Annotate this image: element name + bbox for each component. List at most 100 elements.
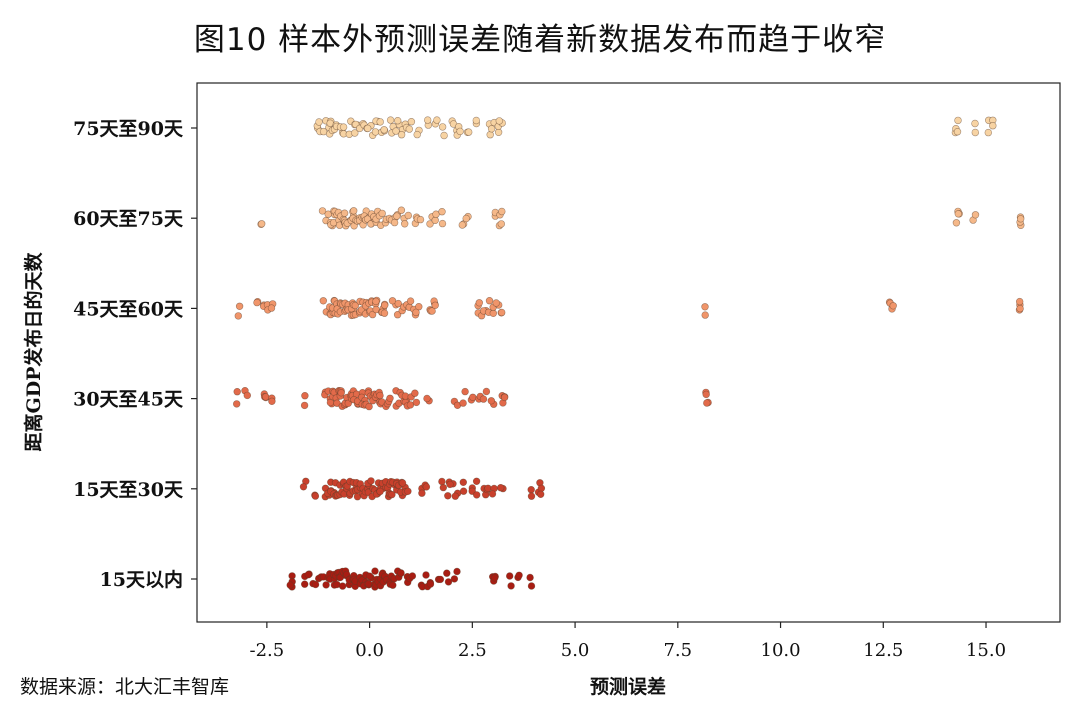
data-point (364, 124, 372, 133)
data-point (472, 477, 481, 485)
data-point (451, 492, 459, 500)
y-tick-label: 60天至75天 (73, 208, 184, 230)
data-point (438, 208, 446, 216)
data-point (413, 130, 421, 139)
data-point (381, 301, 389, 309)
x-axis-title: 预测误差 (590, 675, 666, 698)
data-point (489, 309, 497, 317)
data-point (536, 490, 545, 498)
data-point (702, 390, 710, 399)
data-point (954, 210, 962, 218)
data-point (301, 580, 309, 588)
data-point (376, 391, 384, 400)
data-point (475, 299, 483, 307)
y-tick-label: 15天以内 (100, 568, 183, 591)
data-point (492, 299, 500, 307)
data-point (422, 483, 431, 491)
data-point (469, 393, 477, 401)
data-point (527, 492, 536, 500)
data-point (428, 307, 436, 315)
y-axis-title: 距离GDP发布日的天数 (22, 252, 45, 452)
data-point (971, 128, 979, 137)
data-point (461, 387, 469, 396)
data-point (411, 389, 419, 397)
data-point (350, 207, 358, 215)
data-point (405, 125, 413, 133)
data-point (527, 582, 536, 590)
data-point (952, 219, 961, 227)
data-point (233, 388, 241, 396)
data-point (439, 483, 447, 492)
data-point (315, 118, 323, 126)
data-point (487, 397, 495, 405)
data-point (300, 401, 309, 410)
x-tick-label: 5.0 (561, 640, 590, 661)
data-point (367, 477, 375, 485)
data-point (440, 131, 448, 140)
data-point (515, 571, 523, 579)
data-point (506, 572, 514, 580)
y-tick-label: 75天至90天 (73, 118, 184, 140)
data-point (701, 311, 709, 319)
data-point (459, 487, 468, 495)
data-point (235, 302, 244, 310)
data-point (426, 220, 434, 228)
x-tick-label: -2.5 (250, 640, 285, 661)
data-point (703, 399, 711, 407)
data-point (258, 220, 266, 228)
data-point (438, 477, 446, 486)
data-point (304, 570, 312, 579)
data-point (365, 402, 373, 411)
data-point (971, 119, 979, 128)
data-point (234, 312, 243, 320)
data-point (456, 127, 464, 136)
data-point (465, 128, 473, 136)
data-point (311, 580, 320, 589)
data-point (397, 131, 406, 139)
data-point (388, 490, 396, 499)
data-point (484, 484, 492, 492)
data-point (351, 301, 359, 310)
data-point (488, 490, 497, 498)
data-point (376, 118, 384, 126)
data-point (431, 301, 439, 309)
data-point (386, 394, 394, 402)
data-point (953, 128, 962, 136)
data-point (443, 569, 451, 577)
x-axis: -2.5 0.0 2.5 5.0 7.5 10.0 12.5 15.0 (250, 622, 1006, 661)
data-point (989, 121, 997, 130)
data-point (491, 574, 499, 582)
data-point (268, 397, 276, 405)
data-point (423, 394, 431, 403)
y-tick-label: 30天至45天 (73, 389, 184, 411)
data-point (495, 117, 503, 125)
data-point (436, 575, 445, 584)
plot-frame (196, 82, 1061, 623)
data-point (406, 297, 415, 305)
data-point (233, 400, 241, 408)
data-point (426, 580, 435, 588)
data-point (984, 128, 992, 137)
x-tick-label: 7.5 (663, 640, 692, 661)
points-layer (233, 116, 1025, 591)
data-point (416, 215, 425, 224)
data-point (1016, 304, 1024, 313)
data-point (482, 387, 491, 396)
data-point (397, 569, 405, 577)
data-point (412, 308, 420, 317)
data-point (404, 211, 412, 220)
data-point (401, 220, 409, 228)
data-point (368, 310, 377, 319)
data-point (422, 571, 430, 579)
x-tick-label: 10.0 (761, 640, 801, 661)
data-point (408, 572, 417, 580)
x-tick-label: 15.0 (966, 640, 1006, 661)
data-point (472, 116, 480, 125)
data-point (338, 582, 347, 590)
data-point (340, 209, 349, 217)
data-point (500, 393, 509, 402)
data-point (389, 581, 397, 589)
data-point (286, 581, 294, 589)
data-point (299, 483, 308, 491)
